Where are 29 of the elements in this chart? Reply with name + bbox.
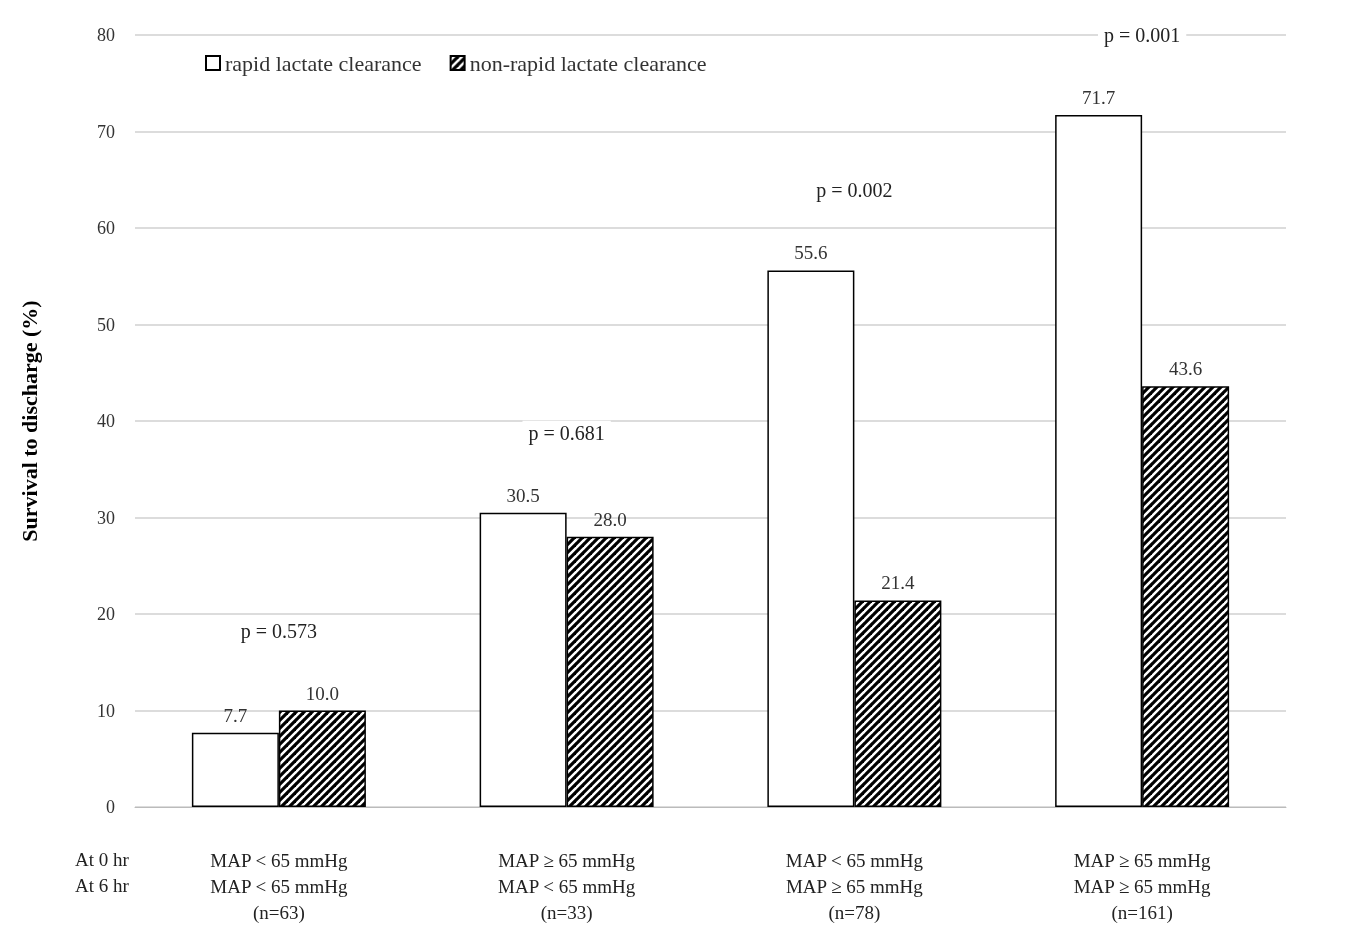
y-tick-label: 30 [97, 507, 115, 528]
data-label: 55.6 [794, 242, 828, 264]
legend-label: rapid lactate clearance [225, 50, 422, 76]
x-tick-label: MAP < 65 mmHg MAP < 65 mmHg (n=63) [210, 849, 348, 924]
annotation: p = 0.001 [1103, 24, 1181, 48]
data-label: 21.4 [881, 572, 915, 594]
y-tick-label: 50 [97, 314, 115, 335]
y-axis-title: Survival to discharge (%) [16, 300, 42, 542]
y-tick-label: 20 [97, 604, 115, 624]
annotation: p = 0.002 [816, 179, 893, 203]
data-label: 71.7 [1082, 87, 1116, 109]
y-tick-label: 40 [97, 411, 115, 431]
x-tick-label: MAP ≥ 65 mmHg MAP < 65 mmHg (n=33) [498, 849, 636, 924]
text: At 0 hr At 6 hr [75, 848, 130, 896]
annotation: p = 0.681 [528, 421, 605, 445]
data-label: 10.0 [305, 682, 339, 704]
y-tick-label: 0 [106, 797, 115, 817]
x-tick-label: MAP ≥ 65 mmHg MAP ≥ 65 mmHg (n=161) [1073, 849, 1212, 924]
y-tick-label: 80 [97, 25, 115, 45]
y-tick-label: 60 [97, 218, 115, 238]
data-label: 28.0 [593, 508, 627, 530]
y-tick-label: 10 [97, 700, 115, 721]
data-label: 30.5 [506, 484, 540, 506]
y-tick-label: 70 [97, 121, 115, 142]
x-tick-label: MAP < 65 mmHg MAP ≥ 65 mmHg (n=78) [785, 849, 924, 924]
data-label: 7.7 [223, 704, 248, 726]
annotation: p = 0.573 [240, 619, 318, 643]
legend-label: non-rapid lactate clearance [469, 50, 707, 76]
data-label: 43.6 [1169, 358, 1203, 380]
